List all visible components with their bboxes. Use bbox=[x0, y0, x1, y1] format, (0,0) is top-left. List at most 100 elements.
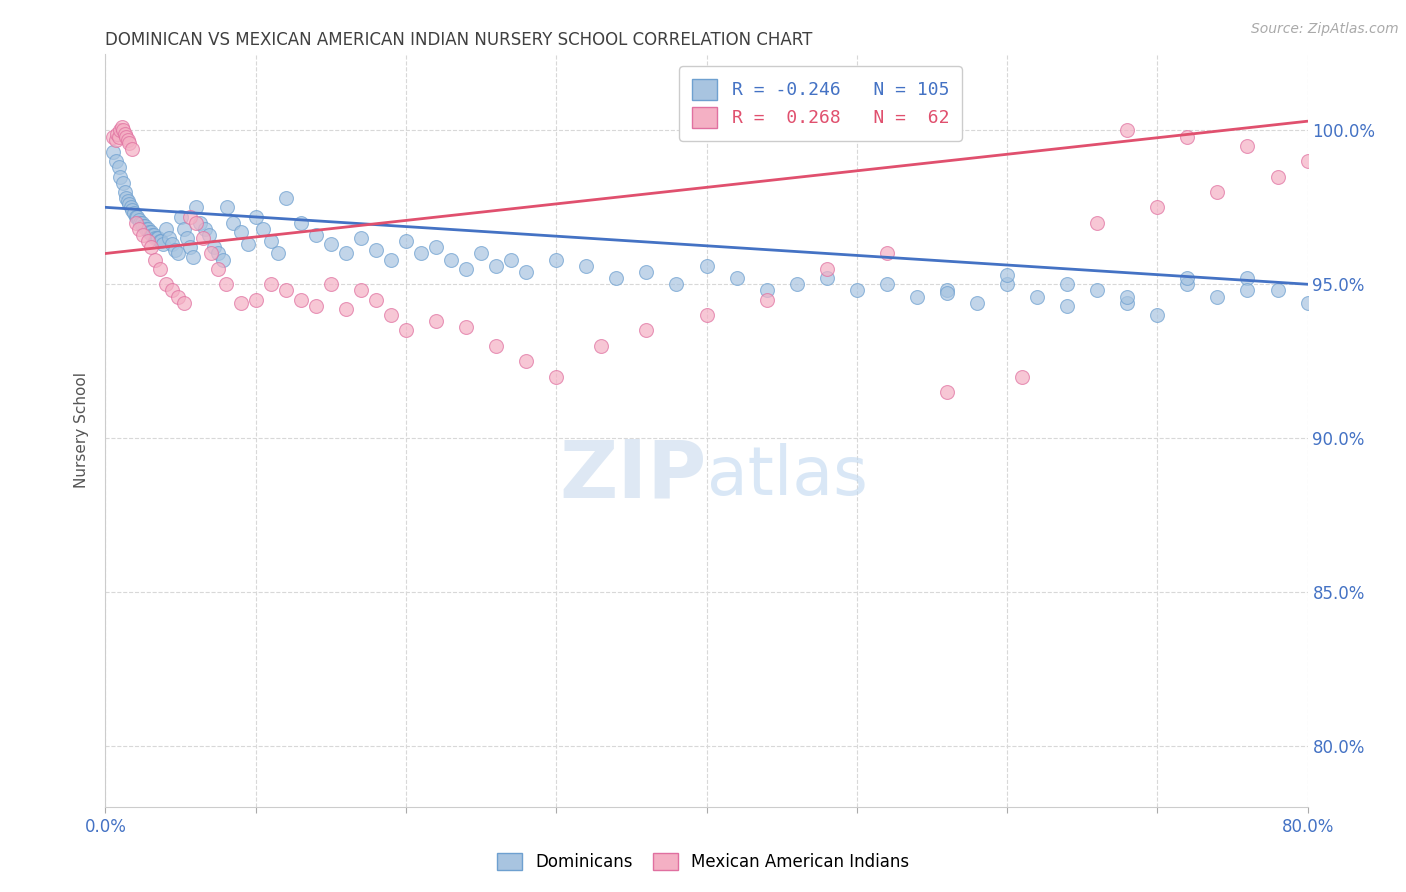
Point bbox=[319, 277, 342, 292]
Point bbox=[876, 277, 898, 292]
Point bbox=[184, 200, 207, 214]
Point bbox=[290, 293, 312, 307]
Point bbox=[755, 284, 778, 298]
Point bbox=[118, 136, 141, 150]
Point bbox=[157, 231, 180, 245]
Point bbox=[995, 277, 1018, 292]
Point bbox=[815, 261, 838, 276]
Point bbox=[335, 301, 357, 316]
Legend: R = -0.246   N = 105, R =  0.268   N =  62: R = -0.246 N = 105, R = 0.268 N = 62 bbox=[679, 66, 962, 141]
Point bbox=[120, 200, 142, 214]
Point bbox=[260, 234, 283, 248]
Point bbox=[124, 216, 146, 230]
Point bbox=[815, 271, 838, 285]
Point bbox=[395, 323, 418, 337]
Point bbox=[200, 246, 222, 260]
Point bbox=[1296, 154, 1319, 169]
Point bbox=[194, 222, 217, 236]
Point bbox=[122, 206, 145, 220]
Point bbox=[995, 268, 1018, 282]
Point bbox=[350, 284, 373, 298]
Point bbox=[155, 222, 177, 236]
Point bbox=[380, 252, 402, 267]
Point bbox=[725, 271, 748, 285]
Point bbox=[110, 169, 132, 184]
Point bbox=[101, 145, 124, 159]
Point bbox=[176, 231, 198, 245]
Point bbox=[1116, 123, 1139, 137]
Point bbox=[129, 216, 152, 230]
Point bbox=[173, 222, 195, 236]
Point bbox=[114, 185, 136, 199]
Point bbox=[148, 234, 170, 248]
Point bbox=[515, 265, 537, 279]
Point bbox=[238, 237, 260, 252]
Point bbox=[118, 197, 141, 211]
Point bbox=[160, 237, 183, 252]
Point bbox=[605, 271, 627, 285]
Point bbox=[108, 161, 131, 175]
Point bbox=[1206, 289, 1229, 303]
Text: DOMINICAN VS MEXICAN AMERICAN INDIAN NURSERY SCHOOL CORRELATION CHART: DOMINICAN VS MEXICAN AMERICAN INDIAN NUR… bbox=[105, 31, 813, 49]
Point bbox=[139, 225, 162, 239]
Point bbox=[319, 237, 342, 252]
Point bbox=[104, 154, 127, 169]
Point bbox=[1206, 185, 1229, 199]
Point bbox=[145, 231, 167, 245]
Point bbox=[142, 227, 165, 242]
Point bbox=[1146, 308, 1168, 322]
Point bbox=[139, 240, 162, 254]
Point bbox=[115, 129, 138, 144]
Point bbox=[217, 200, 239, 214]
Point bbox=[135, 222, 157, 236]
Point bbox=[131, 216, 153, 230]
Point bbox=[222, 216, 245, 230]
Point bbox=[364, 293, 387, 307]
Point bbox=[110, 123, 132, 137]
Point bbox=[179, 210, 201, 224]
Point bbox=[229, 225, 252, 239]
Point bbox=[166, 289, 188, 303]
Point bbox=[274, 284, 297, 298]
Point bbox=[1175, 129, 1198, 144]
Point bbox=[152, 237, 174, 252]
Point bbox=[335, 246, 357, 260]
Point bbox=[229, 295, 252, 310]
Point bbox=[470, 246, 492, 260]
Point bbox=[1236, 271, 1258, 285]
Point bbox=[155, 277, 177, 292]
Point bbox=[136, 222, 159, 236]
Point bbox=[136, 234, 159, 248]
Point bbox=[1056, 277, 1078, 292]
Point bbox=[141, 227, 163, 242]
Point bbox=[163, 244, 186, 258]
Point bbox=[245, 210, 267, 224]
Point bbox=[936, 284, 959, 298]
Point bbox=[936, 286, 959, 301]
Point bbox=[515, 354, 537, 368]
Point bbox=[111, 120, 134, 135]
Point bbox=[112, 123, 135, 137]
Point bbox=[409, 246, 432, 260]
Point bbox=[350, 231, 373, 245]
Point bbox=[936, 384, 959, 399]
Point bbox=[454, 261, 477, 276]
Point bbox=[124, 210, 146, 224]
Text: Source: ZipAtlas.com: Source: ZipAtlas.com bbox=[1251, 22, 1399, 37]
Point bbox=[454, 320, 477, 334]
Point bbox=[211, 252, 233, 267]
Point bbox=[305, 299, 328, 313]
Point bbox=[380, 308, 402, 322]
Point bbox=[143, 252, 166, 267]
Point bbox=[696, 308, 718, 322]
Point bbox=[665, 277, 688, 292]
Point bbox=[1175, 271, 1198, 285]
Point bbox=[966, 295, 988, 310]
Point bbox=[138, 225, 160, 239]
Point bbox=[101, 129, 124, 144]
Point bbox=[591, 339, 613, 353]
Point bbox=[160, 284, 183, 298]
Point bbox=[128, 222, 150, 236]
Point bbox=[121, 142, 143, 156]
Point bbox=[364, 244, 387, 258]
